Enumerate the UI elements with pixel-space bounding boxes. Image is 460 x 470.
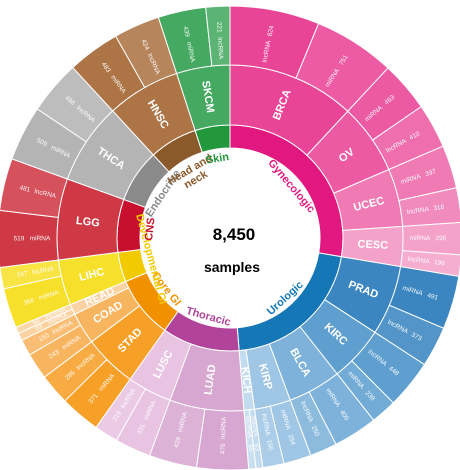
- rna-count-lgg-mirna: 519: [14, 235, 25, 242]
- rna-type-kich-lncrna: lncRNA: [244, 416, 253, 439]
- rna-count-kirp-lncrna: 195: [265, 439, 274, 451]
- chart-arcs: [0, 5, 460, 470]
- rna-count-ov-lncrna: 410: [408, 130, 421, 142]
- rna-type-kich-mirna: miRNA: [249, 416, 259, 438]
- group-label-skin: Skin: [205, 151, 230, 167]
- rna-count-kirp-mirna: 254: [286, 434, 296, 447]
- rna-count-kich-mirna: 63: [253, 443, 261, 451]
- center-sample-label: samples: [204, 259, 260, 275]
- rna-count-prad-lncrna: 373: [410, 331, 423, 342]
- cancer-label-skcm: SKCM: [199, 80, 216, 114]
- rna-count-cesc-lncrna: 196: [434, 259, 446, 267]
- rna-type-lihc-lncrna: lncRNA: [31, 265, 55, 276]
- cancer-label-kich: KICH: [238, 366, 253, 394]
- cancer-label-lgg: LGG: [75, 215, 100, 230]
- rna-count-luad-mirna: 439: [173, 436, 183, 449]
- rna-count-read-mirna: 69: [34, 323, 44, 333]
- rna-count-hnsc-lncrna: 424: [140, 38, 151, 51]
- rna-count-brca-lncrna: 824: [267, 25, 276, 37]
- rna-count-skcm-mirna: 439: [182, 26, 191, 38]
- cancer-label-luad: LUAD: [202, 364, 218, 396]
- rna-type-cesc-lncrna: lncRNA: [407, 256, 430, 266]
- rna-arc-skcm-lncrna: [205, 5, 231, 67]
- rna-type-cesc-mirna: miRNA: [410, 235, 431, 242]
- rna-type-brca-lncrna: lncRNA: [261, 39, 272, 63]
- rna-type-lgg-mirna: miRNA: [30, 235, 51, 242]
- center-sample-count: 8,450: [213, 225, 256, 244]
- rna-type-kirp-lncrna: lncRNA: [260, 413, 271, 437]
- rna-count-lihc-mirna: 366: [23, 297, 36, 307]
- rna-count-skcm-lncrna: 221: [215, 22, 223, 34]
- rna-count-cesc-mirna: 295: [436, 235, 447, 242]
- rna-count-lusc-mirna: 331: [136, 423, 147, 436]
- rna-count-ucec-mirna: 397: [425, 168, 438, 178]
- rna-count-lihc-lncrna: 197: [16, 270, 28, 279]
- rna-type-skcm-lncrna: lncRNA: [216, 37, 224, 60]
- rna-count-thca-mirna: 509: [35, 137, 48, 148]
- rna-count-brca-mirna: 751: [338, 54, 350, 67]
- rna-count-prad-mirna: 491: [426, 292, 439, 302]
- group-label-cns: CNS: [143, 217, 157, 241]
- cancer-label-cesc: CESC: [357, 238, 388, 252]
- rna-count-coad-lncrna: 150: [38, 332, 51, 343]
- rna-count-blca-mirna: 406: [338, 409, 350, 422]
- rna-count-read-lncrna: 60: [32, 317, 42, 326]
- rna-type-skcm-mirna: miRNA: [185, 41, 196, 63]
- rna-count-lusc-lncrna: 219: [111, 410, 123, 423]
- rna-count-ucec-lncrna: 318: [433, 204, 445, 213]
- rna-type-luad-lncrna: lncRNA: [220, 416, 228, 439]
- rna-count-kich-lncrna: 66: [246, 444, 254, 452]
- rna-count-luad-lncrna: 476: [220, 443, 227, 454]
- rna-type-ucec-lncrna: lncRNA: [407, 206, 430, 216]
- rna-count-blca-lncrna: 250: [310, 425, 321, 438]
- rna-count-lgg-lncrna: 481: [19, 184, 32, 193]
